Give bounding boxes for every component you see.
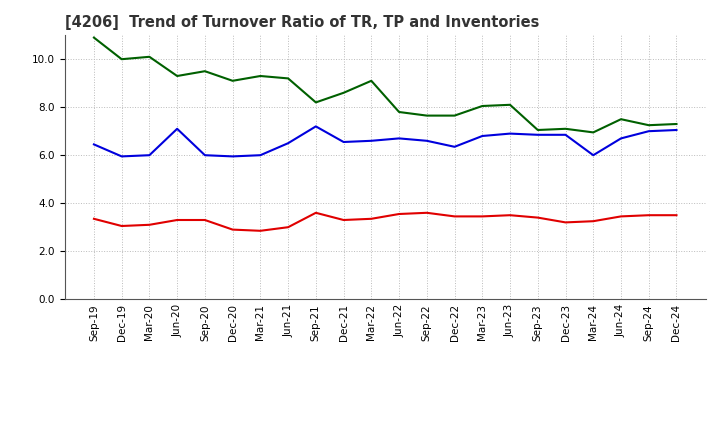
Trade Payables bbox=[450, 144, 459, 150]
Trade Receivables bbox=[312, 210, 320, 216]
Trade Receivables bbox=[589, 219, 598, 224]
Trade Receivables bbox=[339, 217, 348, 223]
Trade Payables bbox=[644, 128, 653, 134]
Line: Trade Receivables: Trade Receivables bbox=[94, 213, 677, 231]
Trade Payables bbox=[89, 142, 98, 147]
Inventories bbox=[644, 123, 653, 128]
Trade Payables bbox=[201, 153, 210, 158]
Trade Receivables bbox=[644, 213, 653, 218]
Trade Receivables bbox=[395, 211, 403, 216]
Trade Receivables bbox=[145, 222, 154, 227]
Trade Payables bbox=[117, 154, 126, 159]
Trade Receivables bbox=[423, 210, 431, 216]
Trade Receivables bbox=[284, 224, 292, 230]
Trade Payables bbox=[616, 136, 625, 141]
Trade Payables bbox=[256, 153, 265, 158]
Trade Receivables bbox=[173, 217, 181, 223]
Trade Receivables bbox=[89, 216, 98, 221]
Inventories bbox=[201, 69, 210, 74]
Trade Payables bbox=[284, 140, 292, 146]
Inventories bbox=[450, 113, 459, 118]
Trade Payables bbox=[312, 124, 320, 129]
Trade Receivables bbox=[228, 227, 237, 232]
Trade Payables bbox=[367, 138, 376, 143]
Trade Payables bbox=[534, 132, 542, 137]
Trade Payables bbox=[173, 126, 181, 132]
Trade Receivables bbox=[561, 220, 570, 225]
Inventories bbox=[117, 57, 126, 62]
Inventories bbox=[478, 103, 487, 109]
Trade Payables bbox=[395, 136, 403, 141]
Trade Receivables bbox=[367, 216, 376, 221]
Inventories bbox=[616, 117, 625, 122]
Trade Receivables bbox=[256, 228, 265, 234]
Trade Receivables bbox=[201, 217, 210, 223]
Inventories bbox=[561, 126, 570, 132]
Trade Payables bbox=[145, 153, 154, 158]
Inventories bbox=[672, 121, 681, 127]
Inventories bbox=[312, 100, 320, 105]
Line: Inventories: Inventories bbox=[94, 37, 677, 132]
Inventories bbox=[395, 110, 403, 115]
Inventories bbox=[228, 78, 237, 84]
Trade Receivables bbox=[505, 213, 514, 218]
Trade Payables bbox=[589, 153, 598, 158]
Trade Receivables bbox=[450, 214, 459, 219]
Trade Receivables bbox=[672, 213, 681, 218]
Inventories bbox=[284, 76, 292, 81]
Inventories bbox=[89, 35, 98, 40]
Trade Payables bbox=[561, 132, 570, 137]
Inventories bbox=[534, 127, 542, 132]
Trade Receivables bbox=[534, 215, 542, 220]
Trade Payables bbox=[339, 139, 348, 145]
Trade Payables bbox=[505, 131, 514, 136]
Trade Payables bbox=[478, 133, 487, 139]
Trade Receivables bbox=[478, 214, 487, 219]
Trade Payables bbox=[672, 127, 681, 132]
Inventories bbox=[589, 130, 598, 135]
Inventories bbox=[423, 113, 431, 118]
Inventories bbox=[256, 73, 265, 79]
Trade Payables bbox=[423, 138, 431, 143]
Line: Trade Payables: Trade Payables bbox=[94, 126, 677, 156]
Inventories bbox=[145, 54, 154, 59]
Text: [4206]  Trend of Turnover Ratio of TR, TP and Inventories: [4206] Trend of Turnover Ratio of TR, TP… bbox=[65, 15, 539, 30]
Inventories bbox=[173, 73, 181, 79]
Inventories bbox=[505, 102, 514, 107]
Trade Payables bbox=[228, 154, 237, 159]
Trade Receivables bbox=[117, 224, 126, 229]
Inventories bbox=[339, 90, 348, 95]
Inventories bbox=[367, 78, 376, 84]
Trade Receivables bbox=[616, 214, 625, 219]
